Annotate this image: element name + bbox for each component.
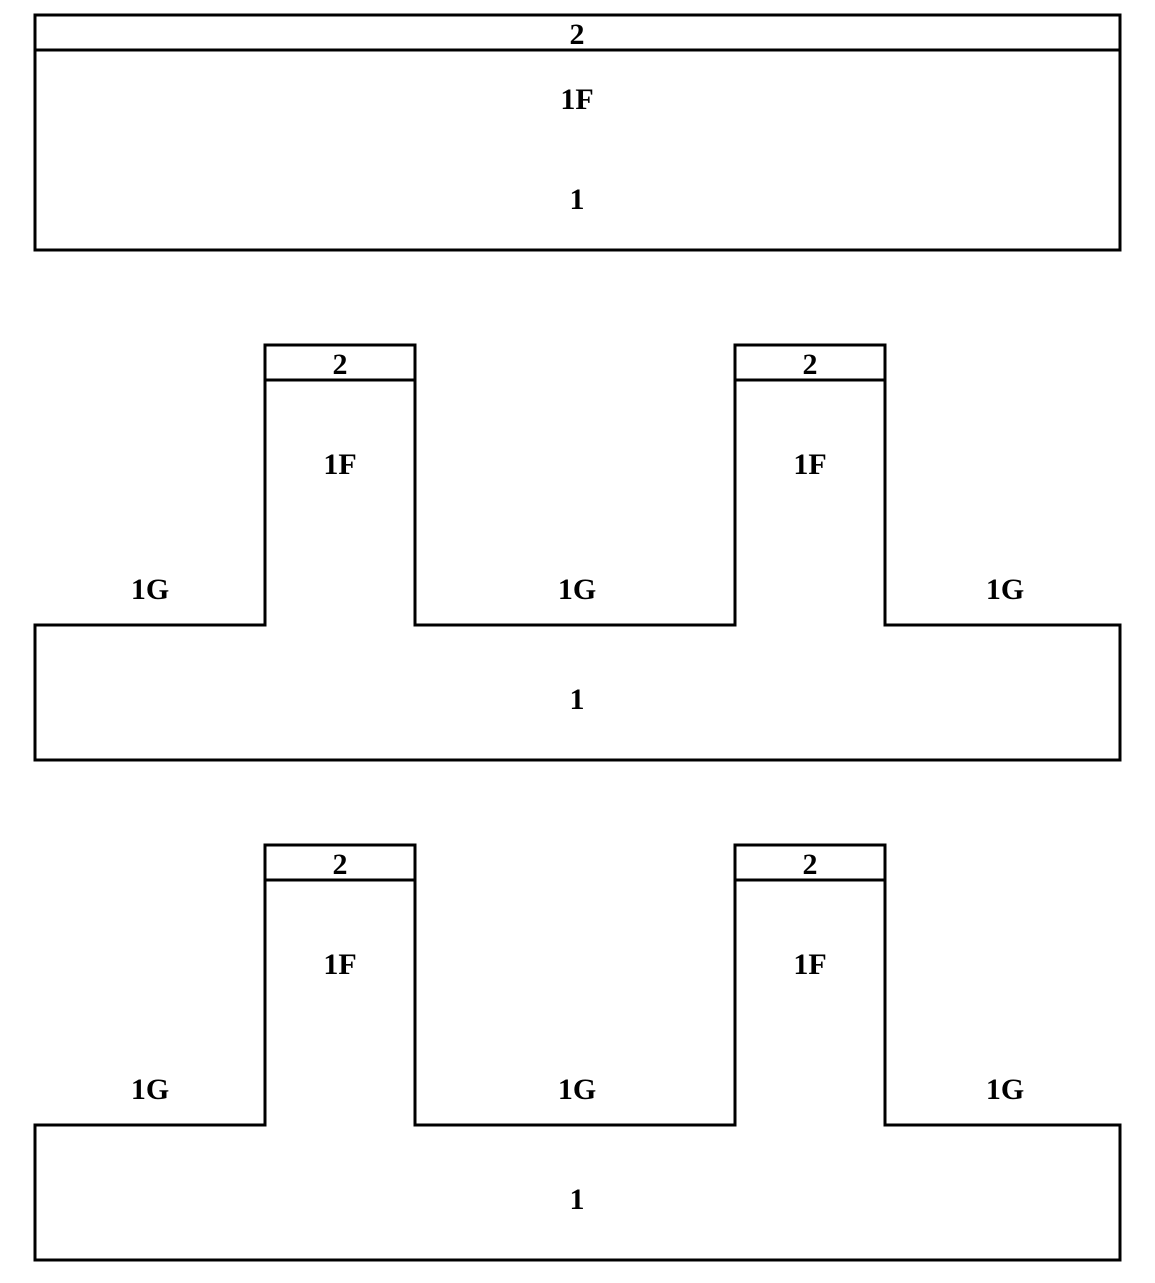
panel3-label-cap2: 2 [803, 848, 818, 882]
panel1-label-top: 2 [570, 18, 585, 52]
panel3-label-gap-middle: 1G [558, 1073, 596, 1107]
panel3-label-gap-right: 1G [986, 1073, 1024, 1107]
panel2-label-fin2: 1F [793, 448, 826, 482]
panel3-label-gap-left: 1G [131, 1073, 169, 1107]
panel1-label-bottom: 1 [570, 183, 585, 217]
panel2-label-fin1: 1F [323, 448, 356, 482]
panel2-label-gap-left: 1G [131, 573, 169, 607]
panel1-label-middle: 1F [560, 83, 593, 117]
panel3-label-fin1: 1F [323, 948, 356, 982]
panel2-label-cap1: 2 [333, 348, 348, 382]
panel3-label-fin2: 1F [793, 948, 826, 982]
panel3-label-cap1: 2 [333, 848, 348, 882]
panel2-label-base: 1 [570, 683, 585, 717]
panel3-label-base: 1 [570, 1183, 585, 1217]
panel2-label-gap-middle: 1G [558, 573, 596, 607]
panel2-label-cap2: 2 [803, 348, 818, 382]
panel2-label-gap-right: 1G [986, 573, 1024, 607]
diagram-stage: 2 1F 1 2 2 1F 1F 1G 1G 1G 1 2 2 1F 1F 1G… [0, 0, 1155, 1283]
